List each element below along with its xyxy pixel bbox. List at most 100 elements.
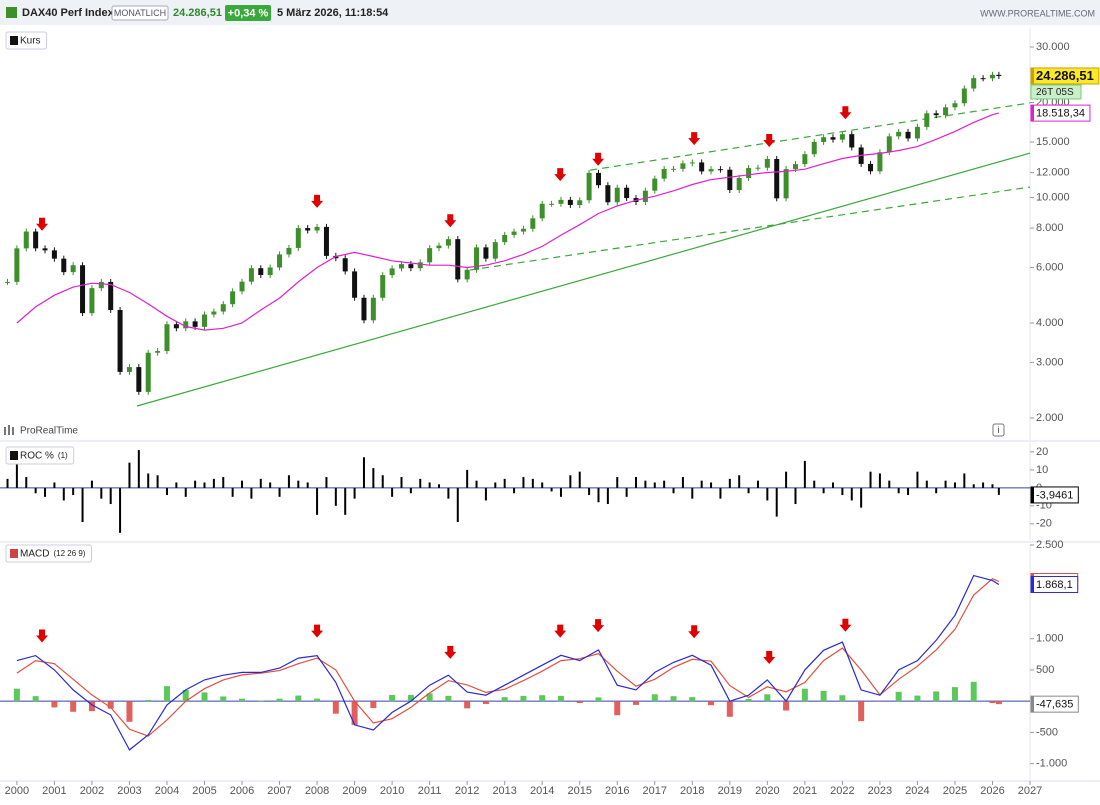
candle [380, 275, 386, 298]
roc-bar [860, 487, 863, 508]
roc-bar [128, 462, 131, 488]
macd-histogram-bar [820, 690, 827, 702]
y-tick-label: -1.000 [1036, 758, 1067, 770]
roc-bar [953, 482, 956, 488]
roc-bar [316, 487, 319, 515]
roc-bar [982, 482, 985, 488]
candle [624, 187, 630, 199]
roc-bar [137, 450, 140, 488]
trendline [590, 102, 1031, 171]
last-price: 24.286,51 [173, 7, 222, 19]
candle [455, 239, 461, 280]
y-tick-label: 6.000 [1036, 261, 1064, 273]
roc-bar [438, 484, 441, 488]
roc-bar [803, 460, 806, 488]
y-tick-label: 15.000 [1036, 136, 1070, 148]
value-tag-label: -47,635 [1036, 699, 1073, 711]
roc-bar [972, 484, 975, 488]
roc-bar [775, 487, 778, 517]
value-tag-label: -3,9461 [1036, 489, 1073, 501]
roc-bar [212, 478, 215, 488]
candle [680, 163, 686, 169]
macd-histogram-bar [482, 701, 489, 704]
site: WWW.PROREALTIME.COM [980, 8, 1095, 18]
roc-bar [362, 457, 365, 488]
y-tick-label: -500 [1036, 726, 1058, 738]
macd-histogram-bar [351, 701, 358, 725]
roc-bar [25, 477, 28, 488]
roc-bar [250, 487, 253, 499]
candle [323, 226, 329, 256]
y-tick-label: 8.000 [1036, 222, 1064, 234]
roc-bar [663, 480, 666, 488]
roc-bar [287, 475, 290, 488]
macd-histogram-bar [126, 701, 133, 722]
candle [61, 258, 67, 273]
candle [952, 103, 958, 108]
x-tick-label: 2009 [342, 785, 366, 797]
roc-bar [597, 487, 600, 503]
roc-bar [6, 478, 9, 488]
y-tick-label: 3.000 [1036, 356, 1064, 368]
datetime: 5 März 2026, 11:18:54 [277, 7, 389, 19]
roc-bar [878, 473, 881, 488]
roc-bar [531, 478, 534, 488]
macd-histogram-bar [239, 698, 246, 702]
roc-bar [325, 477, 328, 488]
signal-arrow [554, 624, 567, 638]
instrument-title: DAX40 Perf Index [22, 7, 115, 19]
candle [830, 137, 836, 140]
macd-histogram-bar [839, 695, 846, 702]
candle [961, 88, 967, 104]
candle [314, 226, 320, 231]
candle [80, 265, 86, 314]
y-tick-label: 12.000 [1036, 166, 1070, 178]
header-bar [0, 0, 1100, 25]
y-tick-label: 30.000 [1036, 41, 1070, 53]
signal-arrow [36, 629, 49, 643]
macd-histogram-bar [670, 696, 677, 702]
macd-histogram-bar [107, 701, 114, 709]
roc-bar [728, 478, 731, 488]
roc-bar [991, 484, 994, 488]
candle [877, 152, 883, 172]
x-tick-label: 2019 [718, 785, 742, 797]
candle [914, 126, 920, 139]
change: +0,34 % [228, 7, 269, 19]
value-tag-edge [1031, 486, 1034, 503]
roc-bar [681, 477, 684, 488]
legend-text: (12 26 9) [53, 549, 85, 558]
roc-bar [700, 480, 703, 488]
roc-bar [81, 487, 84, 523]
x-tick-label: 2011 [418, 785, 442, 797]
roc-bar [241, 480, 244, 488]
roc-bar [503, 478, 506, 488]
candle [811, 141, 817, 155]
roc-bar [606, 487, 609, 505]
x-tick-label: 2023 [868, 785, 892, 797]
roc-bar [419, 478, 422, 488]
y-tick-label: 10.000 [1036, 191, 1070, 203]
countdown: 26T 05S [1036, 87, 1074, 98]
info-icon[interactable] [992, 423, 1005, 437]
candle [42, 248, 48, 251]
roc-bar [466, 469, 469, 488]
x-tick-label: 2005 [192, 785, 216, 797]
change-box [225, 5, 271, 21]
roc-bar [869, 471, 872, 488]
y-tick-label: 10 [1036, 464, 1048, 476]
x-tick-label: 2027 [1018, 785, 1042, 797]
candle [211, 311, 217, 315]
roc-bar [231, 487, 234, 497]
macd-histogram-bar [614, 701, 621, 716]
roc-bar [897, 487, 900, 494]
candle [943, 107, 949, 116]
candle [996, 74, 1002, 76]
macd-histogram-bar [876, 701, 883, 702]
roc-bar [925, 480, 928, 488]
macd-histogram-bar [389, 694, 396, 702]
roc-bar [756, 480, 759, 488]
macd-histogram-bar [858, 701, 865, 722]
roc-bar [888, 480, 891, 488]
macd-histogram-bar [633, 701, 640, 705]
